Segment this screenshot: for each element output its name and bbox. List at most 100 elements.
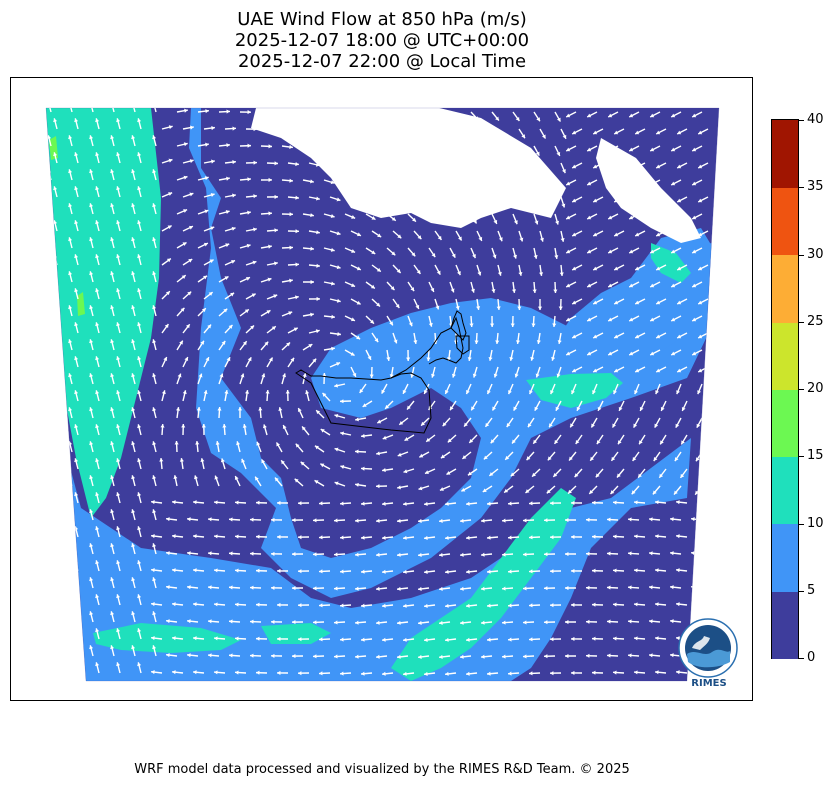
wind-vector-head <box>534 406 539 411</box>
wind-vector-head <box>68 407 73 412</box>
wind-vector-head <box>131 407 136 412</box>
wind-vector-head <box>167 225 172 230</box>
wind-vector-head <box>355 417 359 422</box>
wind-vector-head <box>152 373 157 378</box>
wind-vector-head <box>271 551 275 556</box>
wind-vector-head <box>265 390 270 394</box>
wind-vector-head <box>116 458 121 463</box>
wind-vector-head <box>361 535 365 540</box>
colorbar-tick-label: 5 <box>807 582 816 598</box>
wind-vector-head <box>295 229 299 234</box>
model-domain-outline <box>45 107 720 682</box>
wind-vector-head <box>439 518 443 523</box>
wind-vector-head <box>587 317 592 322</box>
wind-vector-head <box>650 283 655 288</box>
wind-vector-head <box>187 619 191 624</box>
wind-vector-head <box>208 619 212 624</box>
wind-vector-head <box>152 407 157 412</box>
wind-vector-head <box>397 518 401 523</box>
wind-vector-head <box>695 490 699 495</box>
wind-vector-head <box>544 552 548 557</box>
wind-vector-head <box>487 535 491 540</box>
oman-enclave <box>455 335 470 355</box>
wind-vector-head <box>547 456 552 461</box>
wind-vector-head <box>362 403 367 407</box>
wind-vector <box>53 390 58 402</box>
wind-vector-head <box>274 477 279 482</box>
wind-vector-head <box>116 118 121 123</box>
wind-vector-head <box>523 586 527 591</box>
wind-vector-head <box>250 517 254 522</box>
wind-vector-head <box>355 620 359 625</box>
wind-vector-head <box>509 356 514 361</box>
wind-vector-head <box>319 569 323 574</box>
wind-vector-head <box>593 300 598 305</box>
wind-vector-head <box>460 586 464 591</box>
wind-vector-head <box>587 147 592 152</box>
wind-vector-head <box>554 255 559 259</box>
wind-vector-head <box>74 662 79 667</box>
wind-vector-head <box>182 390 187 395</box>
wind-vector-head <box>635 130 640 135</box>
wind-vector-head <box>312 358 317 363</box>
wind-vector-head <box>53 458 58 463</box>
wind-vector-head <box>391 216 396 221</box>
wind-vector-head <box>47 407 52 412</box>
wind-vector-head <box>550 390 554 395</box>
wind-vector-head <box>282 373 287 378</box>
wind-vector-head <box>593 164 598 169</box>
wind-vector-head <box>334 586 338 591</box>
wind-vector-head <box>535 373 540 378</box>
wind-vector-head <box>271 653 275 658</box>
wind-vector-head <box>350 351 355 356</box>
wind-vector-head <box>137 594 142 599</box>
wind-vector-head <box>393 339 398 344</box>
wind-vector-head <box>264 341 269 346</box>
wind-vector-head <box>608 317 613 322</box>
wind-vector-head <box>232 126 236 131</box>
wind-vector-head <box>502 552 506 557</box>
wind-vector-head <box>555 406 560 411</box>
wind-vector-head <box>319 637 323 642</box>
wind-vector-head <box>166 258 171 263</box>
wind-vector-head <box>277 500 281 506</box>
wind-vector-head <box>695 457 700 462</box>
wind-vector-head <box>229 517 233 522</box>
wind-vector-head <box>110 543 115 548</box>
wind-vector-head <box>340 431 344 436</box>
wind-vector-head <box>313 518 317 523</box>
wind-vector-head <box>131 543 136 548</box>
wind-vector-head <box>160 424 165 428</box>
wind-vector-head <box>469 438 474 443</box>
wind-vector-head <box>439 586 443 591</box>
wind-vector-head <box>331 281 335 286</box>
colorbar-tick-mark <box>799 456 804 458</box>
wind-vector-head <box>453 184 458 189</box>
wind-vector-head <box>334 620 338 625</box>
wind-vector-head <box>519 237 524 242</box>
wind-vector-head <box>351 249 356 253</box>
wind-vector-head <box>675 423 680 428</box>
wind-vector-head <box>137 390 142 395</box>
wind-vector-head <box>632 456 637 461</box>
wind-vector-head <box>110 339 115 344</box>
wind-vector-head <box>256 534 260 539</box>
wind-vector-head <box>152 611 157 616</box>
wind-vector <box>696 602 709 606</box>
wind-vector-head <box>546 489 551 494</box>
wind-vector-head <box>172 534 176 539</box>
wind-vector <box>53 288 58 300</box>
wind-vector-head <box>110 441 115 446</box>
wind-vector-head <box>652 490 657 495</box>
wind-vector-head <box>208 517 212 522</box>
wind-vector <box>89 108 94 113</box>
wind-vector-head <box>242 341 247 346</box>
wind-vector-head <box>566 317 571 322</box>
wind-vector-head <box>607 619 611 624</box>
wind-vector-head <box>431 373 436 378</box>
wind-vector-head <box>466 603 470 608</box>
wind-vector-head <box>357 130 362 134</box>
wind-vector-head <box>555 186 560 191</box>
wind-vector-head <box>253 227 257 232</box>
wind-vector-head <box>47 373 52 378</box>
